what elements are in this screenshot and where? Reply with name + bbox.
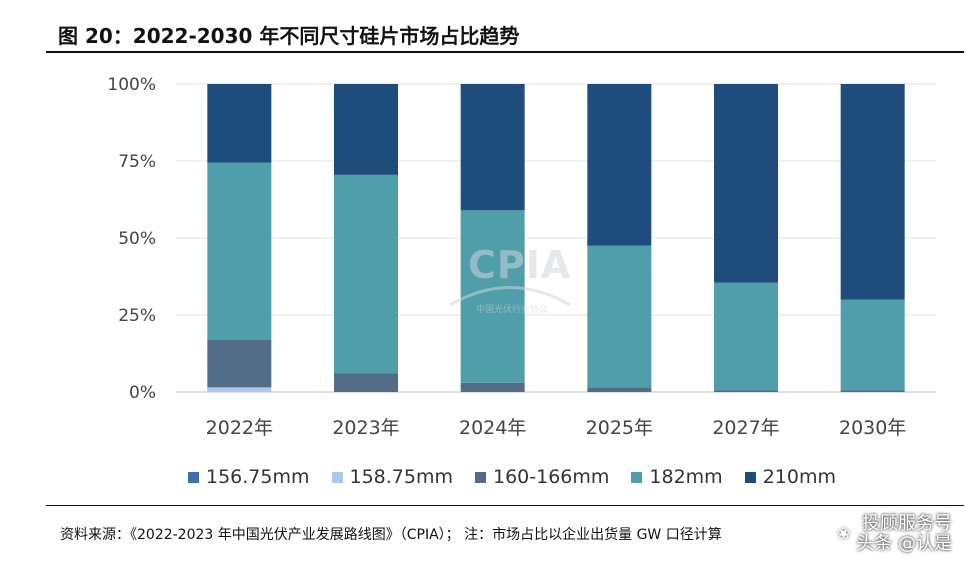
bar-segment-160-166mm: [714, 390, 778, 392]
bar-segment-158.75mm: [207, 387, 272, 392]
cpia-logo-watermark: CPIA 中国光伏行业协会: [449, 243, 571, 315]
chart-legend: 156.75mm 158.75mm 160-166mm 182mm 210mm: [188, 466, 836, 488]
y-tick-label: 25%: [118, 306, 156, 326]
legend-label: 160-166mm: [493, 466, 610, 488]
bottom-rule: [46, 505, 964, 506]
x-tick-label: 2027年: [712, 417, 779, 439]
bar-segment-160-166mm: [587, 387, 652, 392]
legend-label: 182mm: [649, 466, 723, 488]
y-tick-label: 75%: [118, 152, 156, 172]
bar-segment-182mm: [587, 245, 652, 388]
bar-segment-210mm: [840, 84, 905, 300]
y-tick-label: 0%: [129, 383, 156, 403]
legend-swatch: [475, 471, 486, 483]
top-rule: [46, 51, 964, 53]
y-tick-label: 50%: [118, 229, 156, 249]
x-tick-label: 2025年: [586, 417, 653, 439]
overlay-line-1: 投顾服务号: [862, 513, 952, 534]
bar-segment-182mm: [840, 299, 905, 391]
x-tick-label: 2030年: [839, 417, 906, 439]
bar-segment-210mm: [334, 84, 398, 175]
y-axis-labels: 0% 25% 50% 75% 100%: [107, 75, 156, 403]
bar-segment-182mm: [714, 282, 778, 391]
grid-lines: [176, 83, 936, 393]
bar-segment-182mm: [460, 210, 525, 383]
legend-item: 160-166mm: [475, 466, 609, 488]
bar-segment-210mm: [460, 84, 525, 211]
x-tick-label: 2023年: [332, 417, 399, 439]
legend-label: 210mm: [762, 466, 836, 488]
bars: [207, 84, 905, 392]
overlay-watermark: ❀ 投顾服务号 头条 @认是: [837, 514, 952, 554]
stacked-bar-chart: 0% 25% 50% 75% 100% 2022年 2023年 2024年 2025年 2027…: [107, 75, 936, 439]
x-tick-label: 2022年: [206, 417, 273, 439]
bar-segment-210mm: [207, 84, 272, 163]
legend-item: 210mm: [744, 466, 836, 488]
x-axis-labels: 2022年 2023年 2024年 2025年 2027年 2030年: [206, 417, 907, 439]
legend-item: 158.75mm: [331, 466, 454, 488]
cpia-logo-text: CPIA: [468, 243, 571, 287]
legend-swatch: [331, 471, 343, 483]
bar-segment-182mm: [334, 174, 398, 374]
bar-segment-160-166mm: [207, 339, 272, 388]
source-note: 资料来源：《2022-2023 年中国光伏产业发展路线图》（CPIA）； 注：市…: [60, 527, 722, 543]
bar-segment-210mm: [587, 84, 652, 246]
cpia-logo-subtitle: 中国光伏行业协会: [476, 303, 548, 315]
legend-swatch: [188, 471, 199, 483]
legend-label: 158.75mm: [349, 466, 454, 488]
wechat-icon: ❀: [836, 524, 851, 543]
bar-segment-160-166mm: [334, 373, 398, 392]
bar-segment-160-166mm: [840, 390, 905, 392]
legend-swatch: [631, 471, 643, 483]
legend-item: 182mm: [631, 466, 723, 488]
bar-segment-182mm: [207, 162, 272, 340]
bar-segment-160-166mm: [460, 382, 525, 392]
bar-segment-210mm: [714, 84, 778, 283]
legend-item: 156.75mm: [188, 466, 310, 488]
y-tick-label: 100%: [107, 75, 156, 95]
chart-title: 图 20：2022-2030 年不同尺寸硅片市场占比趋势: [58, 24, 520, 48]
legend-label: 156.75mm: [206, 466, 310, 488]
overlay-line-2: 头条 @认是: [856, 533, 952, 554]
legend-swatch: [744, 471, 756, 483]
x-tick-label: 2024年: [459, 417, 526, 439]
